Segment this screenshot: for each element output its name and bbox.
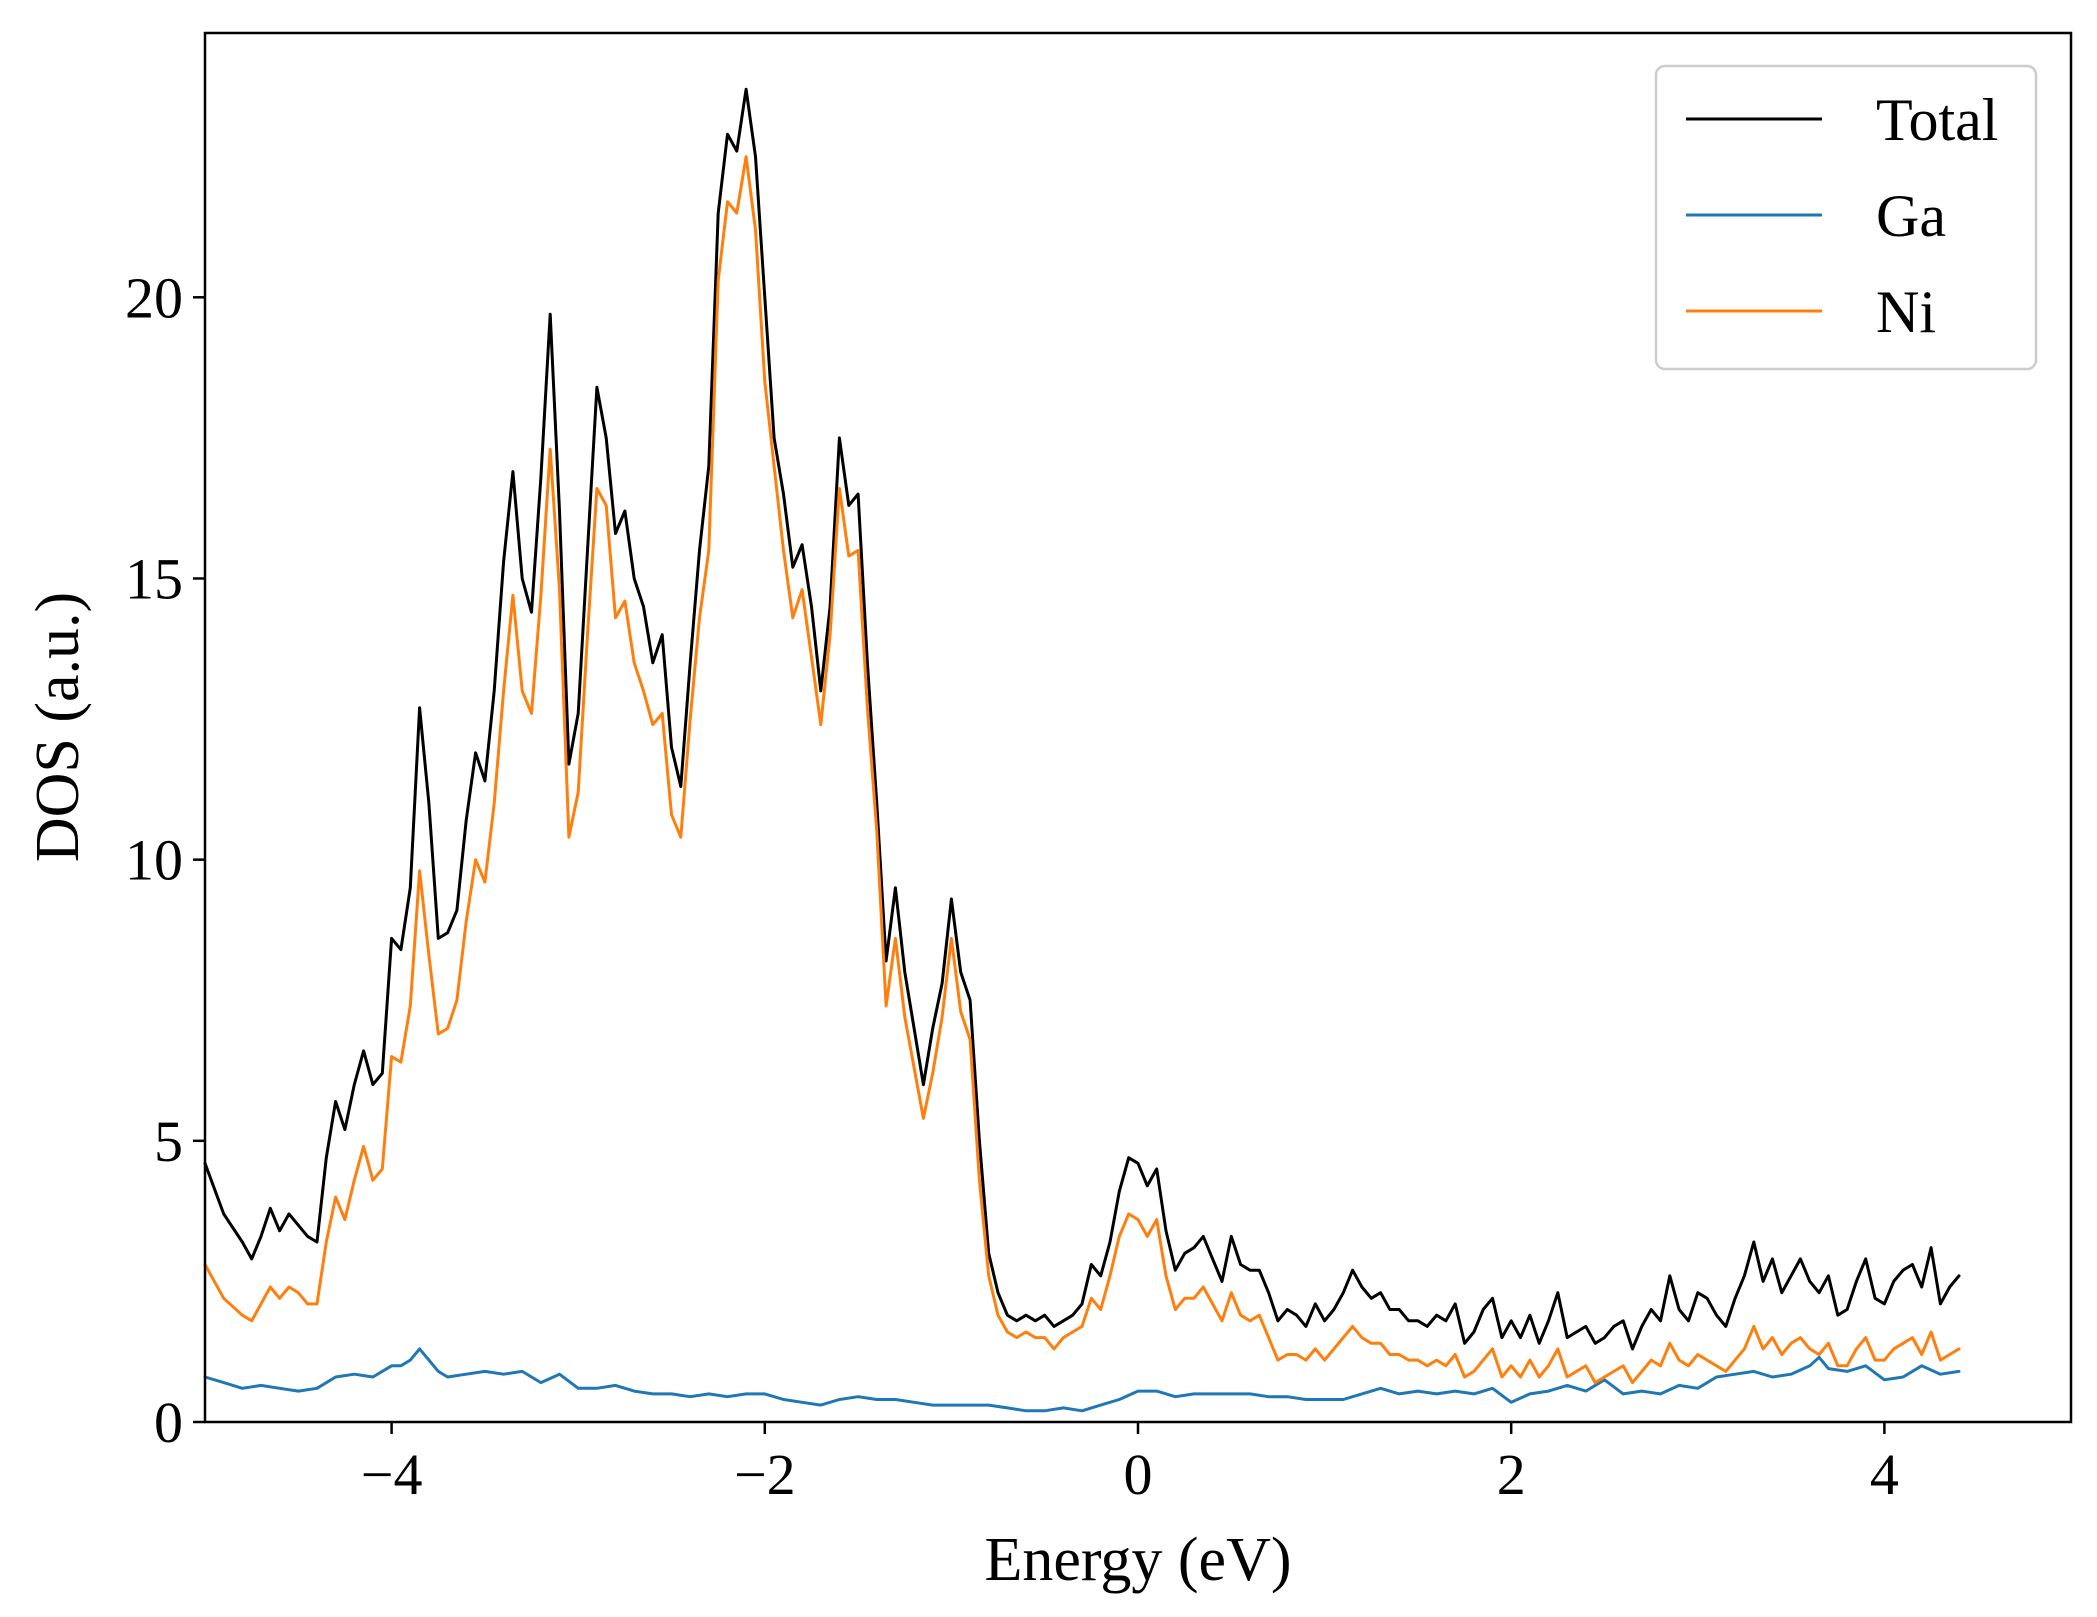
legend-label-total: Total xyxy=(1876,87,1998,153)
series-layer xyxy=(203,87,1961,1413)
x-tick-label: 2 xyxy=(1497,1442,1526,1507)
y-tick-label: 0 xyxy=(154,1390,183,1455)
series-line-ga xyxy=(203,1347,1961,1413)
x-tick-label: −4 xyxy=(361,1442,423,1507)
x-tick-label: 0 xyxy=(1124,1442,1153,1507)
x-tick-label: 4 xyxy=(1870,1442,1899,1507)
legend: Total Ga Ni xyxy=(1654,64,2038,371)
y-tick-label: 20 xyxy=(125,265,183,330)
legend-label-ga: Ga xyxy=(1876,183,1946,249)
y-axis-title: DOS (a.u.) xyxy=(24,592,92,862)
series-line-total xyxy=(203,87,1961,1351)
legend-box xyxy=(1654,64,2038,371)
x-tick-label: −2 xyxy=(734,1442,796,1507)
y-tick-label: 5 xyxy=(154,1109,183,1174)
legend-entries: Total Ga Ni xyxy=(1686,87,1998,345)
legend-label-ni: Ni xyxy=(1876,279,1936,345)
x-axis-title: Energy (eV) xyxy=(984,1526,1291,1594)
y-axis: 0 5 10 15 20 xyxy=(125,265,205,1455)
series-line-ni xyxy=(203,155,1961,1385)
y-tick-label: 10 xyxy=(125,828,183,893)
x-axis: −4 −2 0 2 4 xyxy=(361,1422,1899,1507)
y-tick-label: 15 xyxy=(125,546,183,611)
